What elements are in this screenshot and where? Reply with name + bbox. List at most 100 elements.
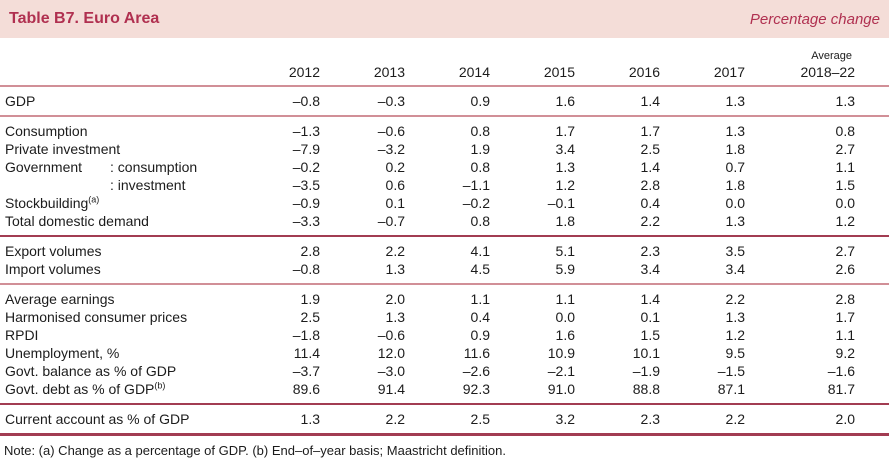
column-header-row: 2012 2013 2014 2015 2016 2017 Average 20… bbox=[0, 38, 889, 87]
cell-value: 1.1 bbox=[835, 327, 855, 343]
cell-value: –1.3 bbox=[292, 123, 320, 139]
cell-value: 0.9 bbox=[470, 93, 490, 109]
table-row: Harmonised consumer prices 2.5 1.3 0.4 0.0 0.… bbox=[0, 308, 889, 326]
cell-value: 1.1 bbox=[835, 159, 855, 175]
cell-value: 1.8 bbox=[555, 213, 575, 229]
row-label: Private investment bbox=[5, 141, 121, 157]
cell-value: 0.8 bbox=[470, 159, 490, 175]
table-row: Govt. balance as % of GDP –3.7 –3.0 –2.6 –2.… bbox=[0, 362, 889, 380]
cell-value: 1.7 bbox=[555, 123, 575, 139]
cell-value: 1.1 bbox=[470, 291, 490, 307]
row-label: GDP bbox=[5, 93, 36, 109]
data-table: 2012 2013 2014 2015 2016 2017 Average 20… bbox=[0, 38, 889, 436]
cell-value: –3.2 bbox=[377, 141, 405, 157]
cell-value: 1.7 bbox=[835, 309, 855, 325]
cell-value: 0.0 bbox=[835, 195, 855, 211]
cell-value: 2.0 bbox=[385, 291, 405, 307]
table-row: Total domestic demand –3.3 –0.7 0.8 1.8 2.2 1.… bbox=[0, 212, 889, 236]
cell-value: 1.3 bbox=[300, 411, 320, 427]
cell-value: 1.4 bbox=[640, 291, 660, 307]
cell-value: –3.3 bbox=[292, 213, 320, 229]
cell-value: 2.3 bbox=[640, 411, 660, 427]
cell-value: 1.8 bbox=[725, 177, 745, 193]
cell-value: 2.2 bbox=[385, 243, 405, 259]
cell-value: 1.3 bbox=[385, 261, 405, 277]
row-label: Total domestic demand bbox=[5, 213, 149, 229]
column-header-2016: 2016 bbox=[575, 38, 660, 87]
cell-value: 11.4 bbox=[293, 345, 320, 361]
cell-value: 1.6 bbox=[555, 93, 575, 109]
footnote: Note: (a) Change as a percentage of GDP.… bbox=[4, 443, 506, 458]
cell-value: 91.0 bbox=[547, 381, 575, 397]
cell-value: –2.6 bbox=[462, 363, 490, 379]
column-header-2012: 2012 bbox=[235, 38, 320, 87]
cell-value: 1.3 bbox=[725, 213, 745, 229]
cell-value: 0.0 bbox=[725, 195, 745, 211]
table-row: : investment –3.5 0.6 –1.1 1.2 2.8 1.8 1.5 bbox=[0, 176, 889, 194]
row-label: RPDI bbox=[5, 327, 39, 343]
cell-value: 1.3 bbox=[725, 309, 745, 325]
row-label: Government: consumption bbox=[5, 159, 198, 175]
cell-value: 12.0 bbox=[377, 345, 405, 361]
cell-value: 11.6 bbox=[463, 345, 490, 361]
cell-value: 1.9 bbox=[470, 141, 490, 157]
cell-value: 1.2 bbox=[835, 213, 855, 229]
row-label: Harmonised consumer prices bbox=[5, 309, 188, 325]
row-label-header bbox=[0, 38, 235, 87]
cell-value: 2.7 bbox=[835, 141, 855, 157]
page-title: Table B7. Euro Area bbox=[9, 10, 160, 27]
cell-value: 1.3 bbox=[725, 123, 745, 139]
cell-value: 92.3 bbox=[462, 381, 490, 397]
cell-value: 5.9 bbox=[555, 261, 575, 277]
cell-value: 2.2 bbox=[725, 411, 745, 427]
cell-value: 2.8 bbox=[835, 291, 855, 307]
cell-value: –0.2 bbox=[292, 159, 320, 175]
cell-value: 1.2 bbox=[555, 177, 575, 193]
footnote-marker: (a) bbox=[88, 194, 100, 205]
cell-value: 0.8 bbox=[835, 123, 855, 139]
cell-value: 0.4 bbox=[640, 195, 660, 211]
cell-value: –0.8 bbox=[292, 93, 320, 109]
units-label: Percentage change bbox=[749, 10, 880, 28]
table-row: Government: consumption –0.2 0.2 0.8 1.3 1.4 0… bbox=[0, 158, 889, 176]
row-label: Average earnings bbox=[5, 291, 115, 307]
cell-value: 10.1 bbox=[632, 345, 660, 361]
table-row: Export volumes 2.8 2.2 4.1 5.1 2.3 3.5 2.7 bbox=[0, 236, 889, 260]
cell-value: 0.8 bbox=[470, 213, 490, 229]
cell-value: 3.4 bbox=[725, 261, 745, 277]
table-row: Govt. debt as % of GDP(b) 89.6 91.4 92.3 91.… bbox=[0, 380, 889, 404]
row-label: Consumption bbox=[5, 123, 88, 139]
table-row: Private investment –7.9 –3.2 1.9 3.4 2.5 1.8 2.… bbox=[0, 140, 889, 158]
row-label: Export volumes bbox=[5, 243, 102, 259]
cell-value: 0.7 bbox=[725, 159, 745, 175]
footnote-marker: (b) bbox=[154, 380, 166, 391]
average-label: Average bbox=[811, 50, 852, 62]
cell-value: 2.6 bbox=[835, 261, 855, 277]
cell-value: –0.6 bbox=[377, 327, 405, 343]
cell-value: 0.8 bbox=[470, 123, 490, 139]
cell-value: 2.7 bbox=[835, 243, 855, 259]
cell-value: 0.1 bbox=[385, 195, 405, 211]
cell-value: 91.4 bbox=[377, 381, 405, 397]
cell-value: 2.5 bbox=[640, 141, 660, 157]
cell-value: 2.2 bbox=[385, 411, 405, 427]
cell-value: 1.6 bbox=[555, 327, 575, 343]
cell-value: 4.1 bbox=[470, 243, 490, 259]
cell-value: 1.3 bbox=[835, 93, 855, 109]
cell-value: 0.9 bbox=[470, 327, 490, 343]
table-row: Import volumes –0.8 1.3 4.5 5.9 3.4 3.4 2.6 bbox=[0, 260, 889, 284]
table-row: Unemployment, % 11.4 12.0 11.6 10.9 10.1 9.5 9.… bbox=[0, 344, 889, 362]
title-banner: Table B7. Euro Area Percentage change bbox=[0, 0, 889, 38]
cell-value: –3.7 bbox=[292, 363, 320, 379]
cell-value: 1.5 bbox=[640, 327, 660, 343]
cell-value: 2.3 bbox=[640, 243, 660, 259]
row-label: Current account as % of GDP bbox=[5, 411, 190, 427]
column-header-2014: 2014 bbox=[405, 38, 490, 87]
cell-value: 2.8 bbox=[640, 177, 660, 193]
cell-value: 0.4 bbox=[470, 309, 490, 325]
cell-value: 5.1 bbox=[555, 243, 575, 259]
column-header-average: Average 2018–22 bbox=[745, 38, 889, 87]
row-label: Govt. debt as % of GDP(b) bbox=[5, 380, 166, 397]
cell-value: 3.4 bbox=[555, 141, 575, 157]
